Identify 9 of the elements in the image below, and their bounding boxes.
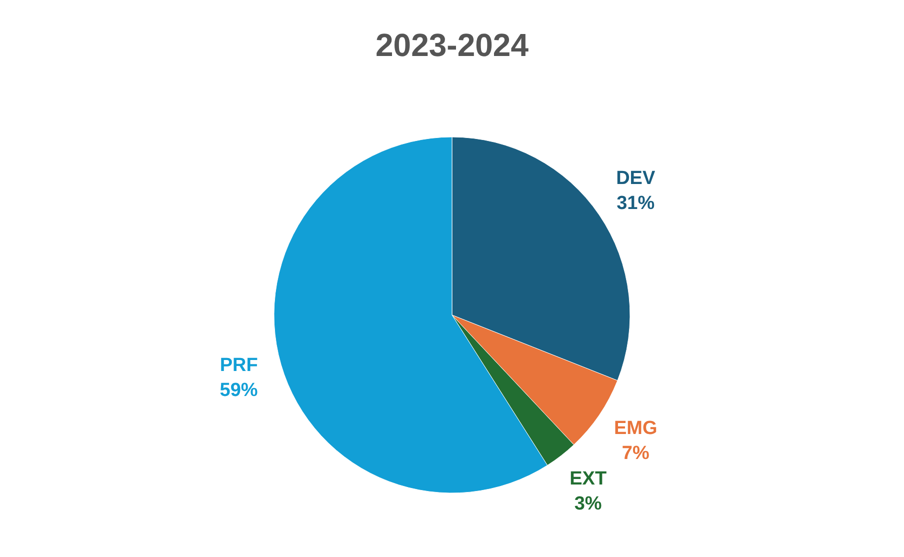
chart-title: 2023-2024 bbox=[375, 27, 529, 63]
slice-label: PRF bbox=[220, 354, 258, 376]
slice-label: EXT bbox=[570, 468, 607, 490]
data-label: 59% bbox=[220, 380, 258, 401]
slice-label: DEV bbox=[616, 168, 656, 190]
data-label: 3% bbox=[574, 493, 602, 514]
data-label: 31% bbox=[616, 193, 655, 214]
slice-label: EMG bbox=[614, 418, 658, 439]
data-label: 7% bbox=[622, 442, 650, 464]
